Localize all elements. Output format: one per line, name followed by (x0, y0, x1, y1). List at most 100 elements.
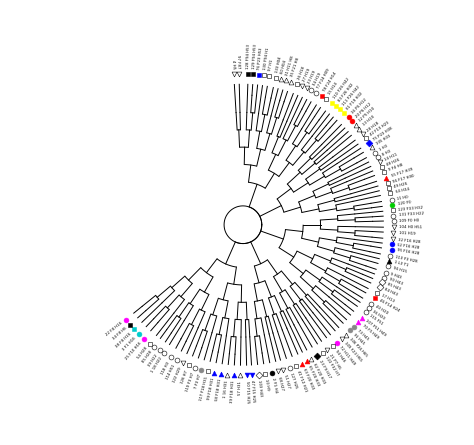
Text: 10 H9: 10 H9 (264, 379, 270, 391)
Text: 129 F94 H53: 129 F94 H53 (252, 44, 257, 69)
Text: 101 H19: 101 H19 (399, 231, 415, 236)
Text: 115 F51: 115 F51 (369, 314, 384, 326)
Text: 17 H13: 17 H13 (381, 294, 395, 303)
Text: 49 H26: 49 H26 (394, 182, 408, 189)
Text: 57 H31: 57 H31 (238, 380, 242, 395)
Text: 39 H22: 39 H22 (147, 354, 158, 368)
Text: 123 F33 H32: 123 F33 H32 (398, 206, 423, 212)
Text: 104 H0 H51: 104 H0 H51 (399, 226, 422, 230)
Text: 9 H43: 9 H43 (390, 272, 402, 280)
Text: 36 H20: 36 H20 (372, 309, 386, 320)
Text: 97 F87: 97 F87 (237, 55, 241, 69)
Text: 40 H20: 40 H20 (375, 304, 389, 315)
Text: 23 H19: 23 H19 (307, 70, 317, 84)
Text: 34 H19: 34 H19 (312, 73, 322, 87)
Text: 41 F12 H21: 41 F12 H21 (296, 370, 307, 392)
Text: 23 F9 H17: 23 F9 H17 (318, 360, 331, 379)
Text: 25 F10 H16: 25 F10 H16 (125, 341, 142, 360)
Text: 22 F8 H16: 22 F8 H16 (105, 321, 123, 337)
Text: 95 F16 H28: 95 F16 H28 (396, 248, 419, 256)
Text: 91 H45: 91 H45 (353, 332, 365, 345)
Text: 68 H27: 68 H27 (277, 376, 284, 390)
Text: 133 H04: 133 H04 (275, 56, 282, 73)
Text: 85 H43: 85 H43 (386, 283, 401, 291)
Text: 54 H28: 54 H28 (137, 346, 148, 360)
Text: 47 F15 H25: 47 F15 H25 (250, 380, 256, 403)
Text: 106 P26 H65: 106 P26 H65 (348, 337, 368, 358)
Text: 31 H11 H8: 31 H11 H8 (285, 55, 295, 76)
Text: 1 H3: 1 H3 (379, 144, 389, 152)
Text: 127 H25: 127 H25 (289, 372, 298, 389)
Text: 58 F18 H31: 58 F18 H31 (215, 379, 222, 401)
Text: 130 F94 H1: 130 F94 H1 (263, 48, 270, 71)
Text: 119 F3 H7: 119 F3 H7 (185, 372, 195, 392)
Text: 55 F17 H39: 55 F17 H39 (391, 168, 413, 178)
Text: 126 H7: 126 H7 (180, 369, 189, 384)
Text: 1 18 H22: 1 18 H22 (150, 356, 163, 374)
Text: 48 H26: 48 H26 (386, 158, 401, 167)
Text: 114 H51: 114 H51 (165, 364, 176, 380)
Text: 50 F15 H25: 50 F15 H25 (245, 380, 250, 403)
Text: 111 F26 H42: 111 F26 H42 (342, 85, 361, 107)
Text: 90 H43: 90 H43 (388, 277, 403, 286)
Text: 16 P6 H12: 16 P6 H12 (351, 98, 368, 115)
Text: 39 F18 H31: 39 F18 H31 (230, 380, 236, 403)
Text: 35 F21 H8: 35 F21 H8 (291, 57, 301, 77)
Text: 32 F16 H28: 32 F16 H28 (398, 238, 421, 244)
Text: 3 F1 H16: 3 F1 H16 (122, 336, 137, 352)
Text: 38 F8 H16: 38 F8 H16 (115, 332, 132, 348)
Text: 65 F20 H33: 65 F20 H33 (307, 365, 320, 387)
Text: 84 H43: 84 H43 (384, 287, 399, 297)
Text: 94 H46: 94 H46 (334, 349, 346, 363)
Text: 77 F24 H09: 77 F24 H09 (317, 68, 331, 89)
Text: 61 F19 H32: 61 F19 H32 (346, 91, 364, 110)
Text: 70 F5 H49: 70 F5 H49 (361, 324, 379, 340)
Text: 26 H18: 26 H18 (297, 65, 306, 80)
Text: 1 L3 T1: 1 L3 T1 (394, 260, 409, 268)
Text: 120 F0: 120 F0 (397, 201, 411, 206)
Text: 78 F24 H14: 78 F24 H14 (323, 72, 338, 93)
Text: 122 F32 H7: 122 F32 H7 (324, 356, 339, 377)
Text: 21 P7 H5: 21 P7 H5 (328, 353, 342, 370)
Text: 110 F26 H42: 110 F26 H42 (333, 77, 351, 100)
Text: 28 H18: 28 H18 (366, 121, 380, 133)
Text: 96 F17 H90: 96 F17 H90 (392, 174, 415, 184)
Text: 76 P23 H53: 76 P23 H53 (257, 47, 264, 70)
Text: 96 H15: 96 H15 (392, 266, 407, 273)
Text: 20 P6 H12: 20 P6 H12 (355, 102, 372, 119)
Text: 128 F94 H53: 128 F94 H53 (246, 44, 251, 69)
Text: 83 F26 H42: 83 F26 H42 (337, 83, 355, 103)
Text: 99 F18 H31: 99 F18 H31 (207, 377, 215, 401)
Text: 12 P5 H10: 12 P5 H10 (358, 107, 376, 123)
Text: 1 16 H31: 1 16 H31 (223, 380, 228, 398)
Text: 8 H3: 8 H3 (382, 150, 392, 157)
Text: 15 H14: 15 H14 (328, 82, 338, 96)
Text: 109 F23 H65: 109 F23 H65 (344, 341, 363, 363)
Text: 122 H29: 122 H29 (172, 367, 182, 384)
Text: 60 H04: 60 H04 (280, 60, 287, 74)
Text: 109 F0 H0: 109 F0 H0 (399, 218, 419, 222)
Text: 9 F4 H8: 9 F4 H8 (388, 163, 404, 172)
Text: 107 F51 H49: 107 F51 H49 (365, 319, 387, 338)
Text: 118 H3: 118 H3 (160, 361, 170, 375)
Text: 113 F3 H28: 113 F3 H28 (395, 255, 418, 264)
Text: 73 H45: 73 H45 (356, 328, 370, 341)
Text: 2 F1 H4: 2 F1 H4 (271, 377, 277, 393)
Text: 4 H5: 4 H5 (231, 60, 236, 69)
Text: 27 H19: 27 H19 (302, 68, 311, 82)
Text: 11 H0: 11 H0 (396, 195, 409, 201)
Text: 97 H1: 97 H1 (268, 59, 274, 72)
Text: 103 H43: 103 H43 (257, 380, 263, 396)
Text: 7 F3 H7: 7 F3 H7 (194, 374, 202, 390)
Text: 105 H33: 105 H33 (375, 134, 392, 146)
Text: 85 H28: 85 H28 (141, 350, 153, 364)
Text: 63 F20 H33: 63 F20 H33 (302, 368, 314, 390)
Text: 72 H11 H49: 72 H11 H49 (338, 345, 356, 366)
Text: 46 F14 H24: 46 F14 H24 (378, 299, 400, 313)
Text: 42 F13 H23: 42 F13 H23 (370, 121, 390, 137)
Text: 62 F20 H33: 62 F20 H33 (312, 363, 326, 384)
Text: 64 H34: 64 H34 (395, 187, 410, 194)
Text: 75 P23 H38: 75 P23 H38 (373, 126, 394, 142)
Text: 117 F18 H31: 117 F18 H31 (199, 376, 209, 401)
Text: 13 H10: 13 H10 (362, 115, 375, 127)
